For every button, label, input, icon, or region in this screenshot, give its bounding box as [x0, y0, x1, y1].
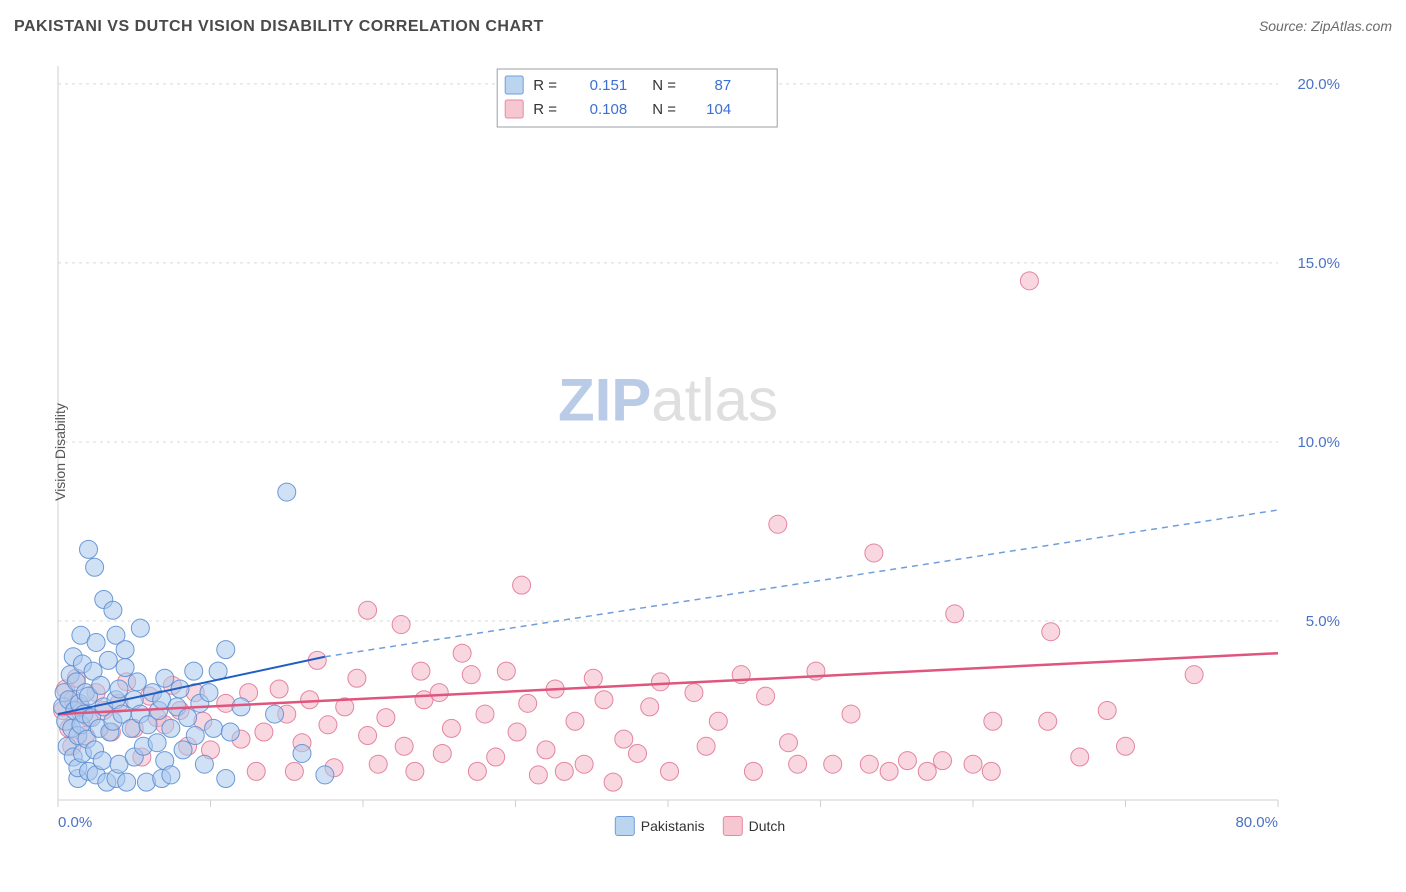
svg-text:0.151: 0.151: [590, 77, 628, 94]
svg-text:ZIPatlas: ZIPatlas: [558, 366, 778, 433]
legend-item-pakistanis: Pakistanis: [615, 816, 705, 836]
swatch-icon: [615, 816, 635, 836]
svg-text:20.0%: 20.0%: [1297, 76, 1340, 93]
svg-text:0.0%: 0.0%: [58, 814, 92, 831]
svg-text:87: 87: [715, 77, 732, 94]
legend-item-dutch: Dutch: [723, 816, 786, 836]
svg-text:5.0%: 5.0%: [1306, 613, 1340, 630]
source-label: Source: ZipAtlas.com: [1259, 18, 1392, 34]
chart-title: PAKISTANI VS DUTCH VISION DISABILITY COR…: [14, 18, 544, 35]
svg-text:R =: R =: [533, 77, 557, 94]
svg-text:15.0%: 15.0%: [1297, 255, 1340, 272]
chart-svg: 0.0% 80.0% 5.0% 10.0% 15.0% 20.0% ZIPatlas R = 0…: [50, 62, 1350, 842]
chart-area: Vision Disability 0.0% 80.0% 5.0% 10.0% 15.0…: [50, 62, 1350, 842]
legend-label: Dutch: [749, 818, 786, 834]
bottom-legend: Pakistanis Dutch: [615, 816, 785, 836]
y-axis-label: Vision Disability: [52, 403, 68, 501]
svg-text:0.108: 0.108: [590, 101, 628, 118]
svg-text:N =: N =: [652, 101, 676, 118]
svg-text:80.0%: 80.0%: [1235, 814, 1278, 831]
header: PAKISTANI VS DUTCH VISION DISABILITY COR…: [14, 18, 1392, 42]
legend-label: Pakistanis: [641, 818, 705, 834]
swatch-icon: [723, 816, 743, 836]
svg-text:R =: R =: [533, 101, 557, 118]
svg-text:N =: N =: [652, 77, 676, 94]
svg-text:104: 104: [706, 101, 731, 118]
svg-text:10.0%: 10.0%: [1297, 434, 1340, 451]
